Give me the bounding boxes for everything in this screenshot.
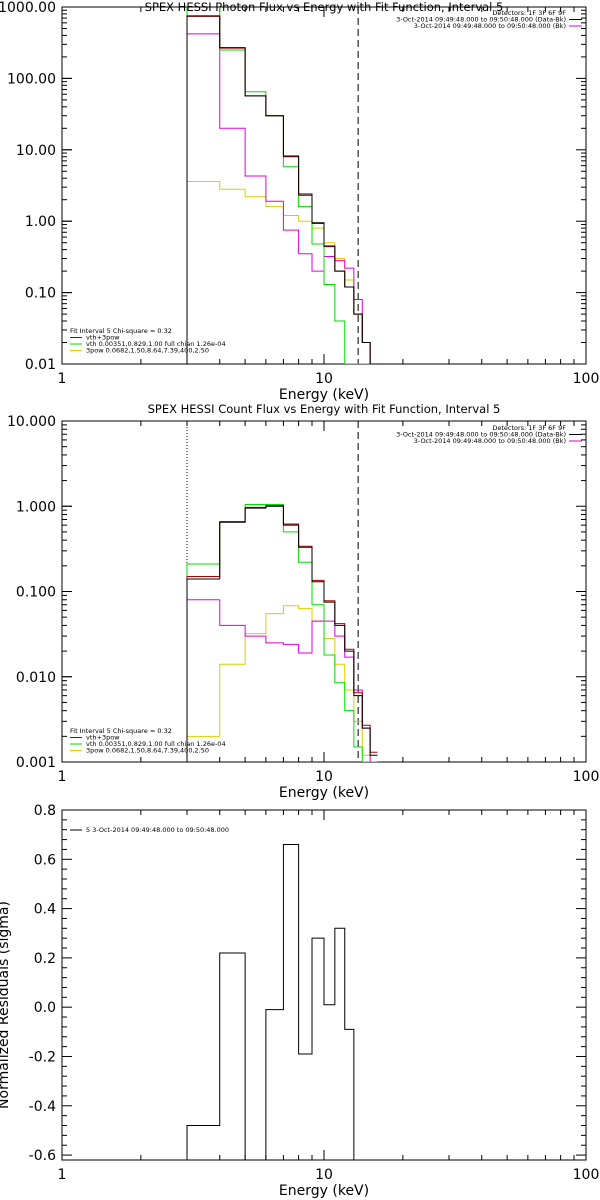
series-line-3pow xyxy=(186,180,378,364)
x-tick-label: 1 xyxy=(58,371,67,387)
legend-bottom: Fit Interval 5 Chi-square = 0.32vth+3pow… xyxy=(70,727,226,755)
y-tick-label: 0.100 xyxy=(16,585,56,601)
x-tick-label: 10 xyxy=(315,769,333,785)
legend-entry: 3-Oct-2014 09:49:48.000 to 09:50:48.000 … xyxy=(414,22,566,30)
chart-panel-2: SPEX HESSI Count Flux vs Energy with Fit… xyxy=(7,402,599,801)
x-axis-label: Energy (keV) xyxy=(279,387,369,403)
y-axis-label: Normalized Residuals (sigma) xyxy=(0,901,12,1109)
legend-entry: 3pow 0.0682,1.50,8.64,7.39,400,2.50 xyxy=(86,347,209,355)
series-line-vth-3pow xyxy=(186,33,378,364)
legend-entry: 3-Oct-2014 09:49:48.000 to 09:50:48.000 … xyxy=(396,16,566,24)
legend-entry: 5 3-Oct-2014 09:49:48.000 to 09:50:48.00… xyxy=(86,826,229,834)
legend-top: 5 3-Oct-2014 09:49:48.000 to 09:50:48.00… xyxy=(70,826,229,834)
legend-entry: 3-Oct-2014 09:49:48.000 to 09:50:48.000 … xyxy=(396,431,566,439)
y-tick-label: 0.010 xyxy=(16,670,56,686)
y-axis: 0.01 0.10 1.00 10.00 100.00 1000.00 xyxy=(0,0,586,373)
series-line-bk xyxy=(186,15,378,364)
series-line-data-bk xyxy=(186,15,378,364)
series-line-vth xyxy=(186,503,378,762)
x-tick-label: 1 xyxy=(58,1167,67,1183)
y-tick-label: 1000.00 xyxy=(0,0,56,16)
y-tick-label: 0.8 xyxy=(34,803,56,819)
series-line-3pow xyxy=(186,605,378,762)
y-tick-label: 0.4 xyxy=(34,902,56,918)
x-tick-label: 1 xyxy=(58,769,67,785)
x-tick-label: 10 xyxy=(315,371,333,387)
x-axis: 1 10 100 xyxy=(58,7,600,387)
series-line-5 xyxy=(186,844,363,1160)
legend-entry: Detectors: 1F 3F 6F 9F xyxy=(492,9,566,17)
legend-top: Detectors: 1F 3F 6F 9F3-Oct-2014 09:49:4… xyxy=(396,424,582,445)
y-tick-label: 0.6 xyxy=(34,852,56,868)
legend-header: Fit Interval 5 Chi-square = 0.32 xyxy=(70,327,172,335)
series-group xyxy=(186,844,363,1160)
series-line-data-bk xyxy=(186,505,378,762)
legend-entry: vth+3pow xyxy=(86,734,120,742)
y-tick-label: 1.00 xyxy=(25,214,56,230)
y-tick-label: 0.01 xyxy=(25,357,56,373)
x-tick-label: 100 xyxy=(573,1167,600,1183)
x-axis-label: Energy (keV) xyxy=(279,1183,369,1199)
y-tick-label: 10.00 xyxy=(16,143,56,159)
legend-header: Fit Interval 5 Chi-square = 0.32 xyxy=(70,727,172,735)
chart-title: SPEX HESSI Count Flux vs Energy with Fit… xyxy=(148,402,501,416)
y-tick-label: 0.0 xyxy=(34,1000,56,1016)
chart-panel-3: 1 10 100 Energy (keV) -0.6 -0.4 -0.2 0.0 0.2 0.4 0… xyxy=(0,803,599,1199)
y-tick-label: -0.4 xyxy=(29,1099,56,1115)
legend-bottom: Fit Interval 5 Chi-square = 0.32vth+3pow… xyxy=(70,327,226,355)
x-axis: 1 10 100 xyxy=(58,810,600,1183)
y-tick-label: 0.001 xyxy=(16,755,56,771)
legend-entry: 3-Oct-2014 09:49:48.000 to 09:50:48.000 … xyxy=(414,437,566,445)
y-axis: 0.001 0.010 0.100 1.000 10.000 xyxy=(7,414,586,771)
x-axis: 1 10 100 xyxy=(58,421,600,785)
series-line-vth xyxy=(186,7,378,364)
legend-entry: Detectors: 1F 3F 6F 9F xyxy=(492,424,566,432)
x-tick-label: 10 xyxy=(315,1167,333,1183)
y-tick-label: 1.000 xyxy=(16,499,56,515)
series-group xyxy=(186,7,378,364)
x-axis-label: Energy (keV) xyxy=(279,785,369,801)
plot-frame xyxy=(61,6,587,365)
legend-entry: vth 0.00351,0.829,1.00 full chian 1.26e-… xyxy=(86,340,226,348)
y-tick-label: 0.2 xyxy=(34,951,56,967)
y-tick-label: -0.2 xyxy=(29,1049,56,1065)
legend-entry: vth 0.00351,0.829,1.00 full chian 1.26e-… xyxy=(86,740,226,748)
legend-top: Detectors: 1F 3F 6F 9F3-Oct-2014 09:49:4… xyxy=(396,9,582,30)
y-tick-label: 10.000 xyxy=(7,414,56,430)
y-tick-label: -0.6 xyxy=(29,1148,56,1164)
series-group xyxy=(186,503,378,762)
legend-entry: 3pow 0.0682,1.50,8.64,7.39,400,2.50 xyxy=(86,747,209,755)
legend-entry: vth+3pow xyxy=(86,334,120,342)
series-line-vth-3pow xyxy=(186,599,378,762)
x-tick-label: 100 xyxy=(573,371,600,387)
y-axis: -0.6 -0.4 -0.2 0.0 0.2 0.4 0.6 0.8 xyxy=(29,803,586,1164)
y-tick-label: 100.00 xyxy=(7,71,56,87)
chart-panel-1: SPEX HESSI Photon Flux vs Energy with Fi… xyxy=(0,0,599,403)
x-tick-label: 100 xyxy=(573,769,600,785)
series-line-bk xyxy=(186,505,378,762)
y-tick-label: 0.10 xyxy=(25,286,56,302)
